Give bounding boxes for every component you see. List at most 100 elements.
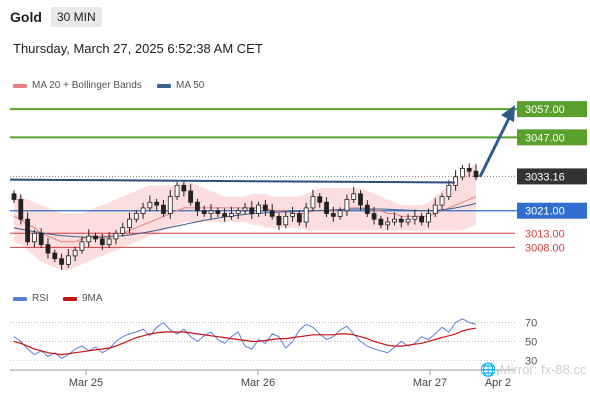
candle-body-down (195, 201, 200, 212)
candle-1 (18, 194, 24, 225)
candle-55 (385, 216, 391, 231)
candle-body-up (174, 184, 180, 198)
candle-body-up (167, 196, 173, 214)
projection-arrow-head (501, 105, 515, 123)
ma50-swatch (157, 83, 171, 88)
rsi-tick-30: 30 (525, 355, 537, 367)
candle-6 (52, 249, 58, 263)
candle-body-down (201, 210, 207, 214)
legend-rsi-label: RSI (32, 293, 49, 304)
candle-body-up (113, 232, 119, 240)
candle-5 (45, 237, 51, 259)
candle-body-down (45, 244, 51, 254)
candle-body-down (358, 193, 363, 206)
candle-35 (249, 201, 255, 219)
bollinger-band-layer (14, 162, 476, 270)
candle-40 (283, 211, 289, 229)
candle-body-down (269, 210, 275, 217)
candle-body-up (120, 227, 126, 234)
candle-body-up (446, 184, 452, 198)
candle-65 (453, 170, 459, 191)
candle-body-up (127, 218, 132, 229)
candle-body-up (256, 204, 261, 214)
candle-body-down (52, 252, 58, 260)
legend-9ma-label: 9MA (82, 293, 103, 304)
candle-10 (79, 236, 85, 254)
candle-28 (201, 205, 207, 217)
legend-ma20-label: MA 20 + Bollinger Bands (32, 80, 142, 91)
candle-body-up (412, 215, 418, 220)
candle-body-down (181, 184, 187, 192)
candle-body-up (86, 235, 92, 243)
candle-body-down (38, 232, 44, 245)
timestamp: Thursday, March 27, 2025 6:52:38 AM CET (13, 41, 263, 56)
candle-body-down (11, 193, 17, 200)
candle-16 (120, 222, 126, 237)
candle-64 (446, 180, 452, 200)
candle-37 (262, 200, 268, 217)
candle-body-up (235, 210, 241, 214)
candle-62 (432, 198, 438, 217)
candle-32 (229, 206, 234, 220)
candle-body-up (72, 249, 78, 257)
candle-25 (181, 180, 187, 197)
candle-body-up (432, 204, 438, 214)
candle-body-down (215, 210, 221, 214)
candle-body-down (161, 204, 166, 214)
rsi-line (13, 318, 477, 360)
candle-body-down (317, 196, 323, 203)
rsi-ma-line (13, 327, 477, 356)
candle-body-up (140, 207, 146, 214)
candle-body-up (106, 238, 112, 245)
candle-body-down (154, 201, 160, 206)
candle-body-down (364, 204, 370, 214)
candle-26 (188, 184, 194, 206)
candle-9 (72, 246, 78, 262)
candle-60 (419, 212, 425, 226)
legend-9ma: 9MA (63, 293, 103, 304)
candle-body-up (31, 232, 37, 243)
candle-body-down (249, 207, 255, 214)
level-tag-3021.00 (517, 202, 587, 219)
timeframe-badge[interactable]: 30 MIN (51, 7, 102, 27)
candle-body-up (439, 196, 445, 206)
level-label-3013.00: 3013.00 (525, 228, 565, 240)
candle-body-up (337, 210, 343, 217)
candle-34 (242, 202, 248, 215)
candle-body-down (378, 218, 384, 226)
candle-59 (412, 209, 418, 225)
candle-51 (358, 190, 363, 211)
rsi-tick-70: 70 (525, 318, 537, 330)
level-label-3021.00: 3021.00 (525, 206, 565, 218)
candle-body-down (371, 213, 377, 220)
level-tag-3033.16 (517, 168, 587, 185)
candle-42 (296, 210, 302, 226)
candle-63 (439, 193, 445, 211)
watermark: 🌐 Mirror: fx-88.cc (480, 362, 587, 377)
candle-body-up (147, 201, 153, 209)
x-tick-label-3: Apr 2 (485, 377, 511, 389)
candle-body-up (344, 199, 350, 212)
candle-body-down (398, 218, 404, 223)
x-tick-label-1: Mar 26 (241, 377, 275, 389)
candle-18 (133, 210, 139, 223)
candle-30 (215, 207, 221, 217)
candle-57 (398, 215, 404, 228)
candle-body-up (242, 207, 248, 212)
projection-arrow-shaft (478, 117, 511, 178)
candle-body-down (330, 213, 336, 217)
candle-body-up (453, 176, 459, 186)
candle-49 (344, 194, 350, 217)
candle-layer (11, 163, 479, 270)
level-label-3033.16: 3033.16 (525, 171, 565, 183)
x-tick-label-0: Mar 25 (69, 377, 103, 389)
candle-7 (59, 253, 64, 270)
candle-33 (235, 207, 241, 219)
candle-31 (222, 208, 228, 222)
candle-body-down (276, 215, 282, 226)
level-label-3008.00: 3008.00 (525, 242, 565, 254)
bollinger-band (14, 162, 476, 270)
level-label-3057.00: 3057.00 (525, 104, 565, 116)
candle-22 (161, 200, 166, 217)
